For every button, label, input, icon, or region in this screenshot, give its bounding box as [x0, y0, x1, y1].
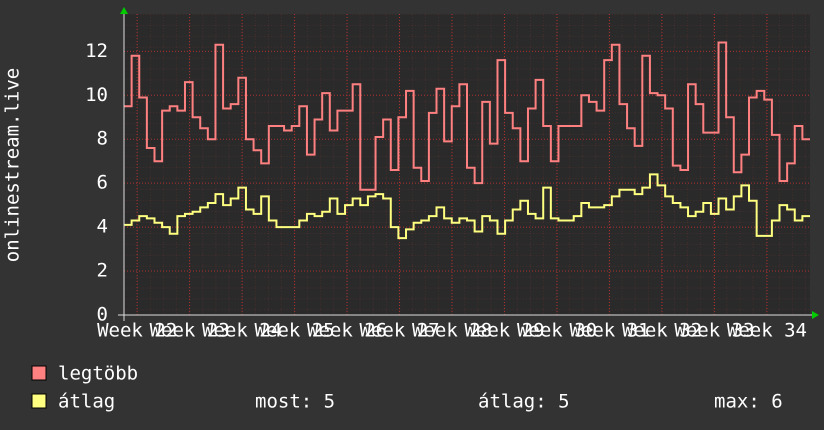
legend: legtöbb átlag [31, 363, 138, 413]
x-tick-label: Week 31 [569, 320, 649, 342]
y-tick-label: 0 [97, 304, 108, 326]
series-line [124, 41, 810, 191]
y-tick-label: 10 [85, 84, 108, 106]
y-tick-label: 12 [85, 40, 108, 62]
series-line [124, 173, 810, 240]
x-tick-label: Week 30 [517, 320, 597, 342]
stat: most: 5 [255, 391, 335, 413]
x-tick-label: Week 27 [360, 320, 440, 342]
x-tick-label: Week 24 [202, 320, 282, 342]
legend-label: legtöbb [58, 363, 138, 385]
y-tick-label: 2 [97, 260, 108, 282]
y-tick-label: 4 [97, 216, 108, 238]
x-tick-label: Week 29 [464, 320, 544, 342]
x-tick-label: Week 22 [97, 320, 177, 342]
legend-swatch [31, 365, 47, 381]
x-tick-label: Week 34 [727, 320, 807, 342]
stat: max: 6 [714, 391, 783, 413]
stat: átlag: 5 [478, 391, 570, 413]
x-tick-label: Week 23 [150, 320, 230, 342]
y-axis-label: onlinestream.live [2, 68, 24, 262]
x-tick-label: Week 25 [255, 320, 335, 342]
legend-swatch [31, 393, 47, 409]
x-arrow [812, 311, 819, 319]
x-tick-label: Week 33 [674, 320, 754, 342]
legend-label: átlag [58, 391, 115, 413]
lines [124, 41, 810, 240]
y-tick-label: 6 [97, 172, 108, 194]
x-tick-label: Week 26 [307, 320, 387, 342]
y-tick-label: 8 [97, 128, 108, 150]
x-tick-label: Week 28 [412, 320, 492, 342]
y-arrow [120, 7, 128, 14]
x-tick-label: Week 32 [622, 320, 702, 342]
